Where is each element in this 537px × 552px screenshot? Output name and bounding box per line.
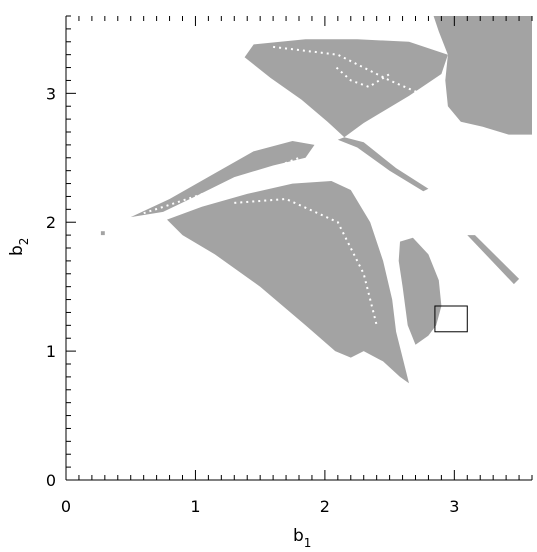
annotation-box: [434, 305, 468, 333]
region-right-streak: [467, 235, 520, 285]
x-tick-label: 2: [320, 497, 330, 516]
region-left-dot: [100, 231, 105, 236]
region-upper-left-lobe: [244, 39, 448, 138]
region-upper-bridge-strip: [337, 137, 429, 192]
region-small-lobe: [398, 237, 442, 345]
x-axis-title-subscript: 1: [304, 536, 312, 550]
regions-layer: [100, 16, 532, 384]
region-mid-left-lobe: [130, 141, 315, 218]
axes-layer: 0 1 2 3 0 1 2 3: [46, 15, 533, 516]
streak-layer: [143, 45, 436, 326]
y-axis-title-base: b: [7, 245, 27, 256]
y-axis-title-subscript: 2: [17, 238, 31, 246]
x-axis-title-base: b: [293, 526, 304, 546]
y-tick-label: 0: [46, 471, 56, 490]
y-axis-title: b2: [7, 238, 31, 256]
white-streak-2: [234, 197, 378, 326]
y-tick-label: 3: [46, 84, 56, 103]
region-main-lobe: [167, 181, 409, 384]
x-tick-label: 1: [190, 497, 200, 516]
y-tick-label: 1: [46, 342, 56, 361]
white-streak-1: [143, 156, 300, 215]
x-tick-label: 3: [449, 497, 459, 516]
y-tick-label: 2: [46, 213, 56, 232]
region-upper-right-block: [433, 16, 532, 135]
x-axis-title: b1: [293, 526, 311, 550]
x-tick-label: 0: [61, 497, 71, 516]
